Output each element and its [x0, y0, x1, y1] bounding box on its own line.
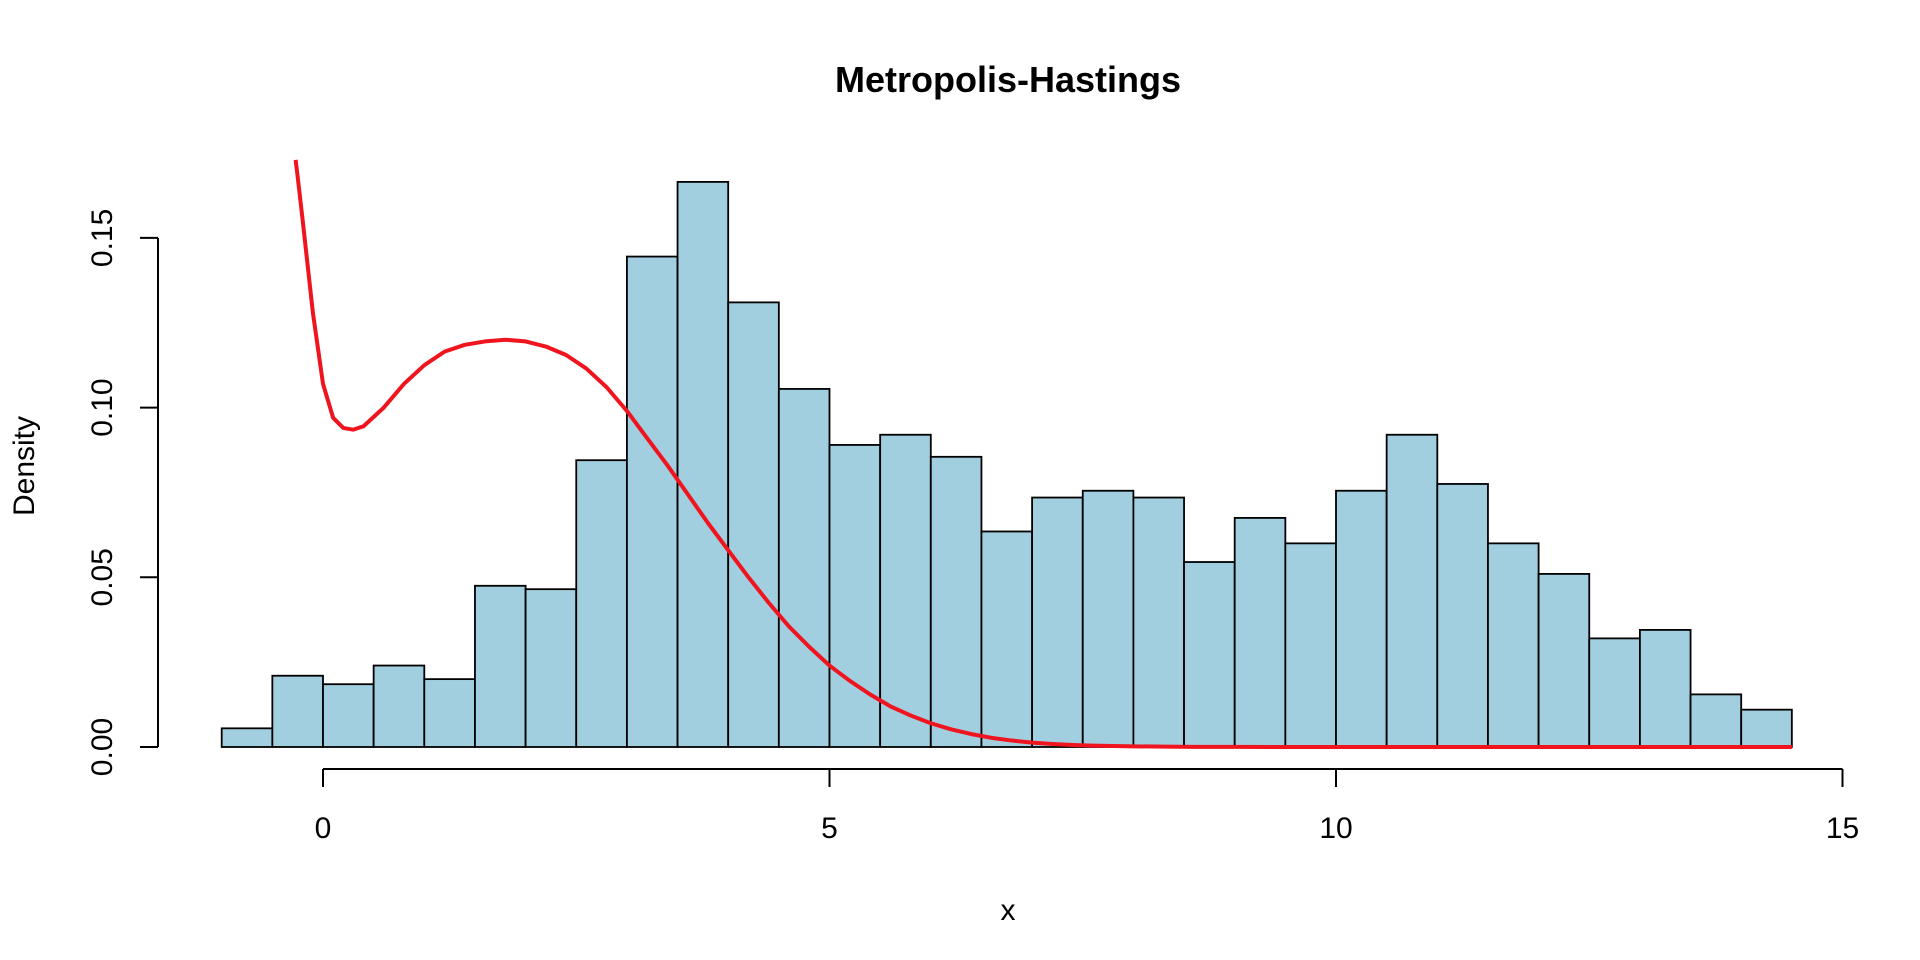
histogram-bar: [524, 588, 578, 748]
histogram-bar: [727, 301, 780, 748]
histogram-bar: [929, 455, 983, 748]
histogram-bar: [1081, 489, 1135, 748]
histogram-bar: [1385, 433, 1439, 748]
histogram-bar: [1132, 496, 1185, 748]
y-axis-label: Density: [8, 416, 41, 516]
histogram-bar: [474, 584, 527, 748]
histogram-bar: [828, 444, 882, 748]
histogram-bar: [777, 388, 831, 748]
y-tick-label: 0.05: [86, 548, 119, 606]
histogram-bar: [879, 433, 932, 748]
histogram-bar: [1335, 489, 1388, 748]
x-axis-label: x: [1001, 894, 1016, 927]
histogram-bar: [1436, 483, 1489, 748]
x-axis: 0 5 10 15: [315, 768, 1859, 845]
histogram-bar: [1740, 708, 1793, 748]
histogram-bar: [372, 664, 426, 748]
histogram-bar: [1284, 542, 1337, 748]
y-tick-label: 0.10: [86, 378, 119, 436]
histogram-bar: [1689, 693, 1743, 748]
histogram-bar: [1233, 517, 1287, 748]
histogram-bar: [220, 727, 274, 748]
histogram-bar: [1031, 496, 1084, 748]
x-tick-label: 5: [821, 812, 838, 845]
density-curve-layer: [293, 159, 1792, 749]
histogram-bar: [423, 678, 476, 748]
histogram-bar: [1183, 561, 1236, 748]
y-axis: 0.00 0.05 0.10 0.15: [86, 209, 159, 776]
histogram-bar: [1588, 637, 1641, 748]
x-tick-label: 10: [1319, 812, 1352, 845]
histogram-bar: [980, 530, 1034, 748]
y-tick-label: 0.15: [86, 209, 119, 267]
histogram-bar: [626, 255, 679, 748]
chart-title: Metropolis-Hastings: [835, 59, 1181, 100]
x-tick-label: 0: [315, 812, 332, 845]
histogram-bar: [322, 683, 375, 748]
density-curve: [293, 159, 1792, 749]
y-tick-label: 0.00: [86, 718, 119, 776]
histogram-bar: [575, 459, 628, 748]
histogram-bar: [1537, 573, 1591, 748]
x-tick-label: 15: [1826, 812, 1859, 845]
histogram-bar: [676, 180, 730, 748]
histogram-bar: [1639, 629, 1692, 748]
histogram-bars: [220, 180, 1793, 748]
histogram-bar: [1487, 542, 1540, 748]
histogram-bar: [271, 674, 324, 748]
